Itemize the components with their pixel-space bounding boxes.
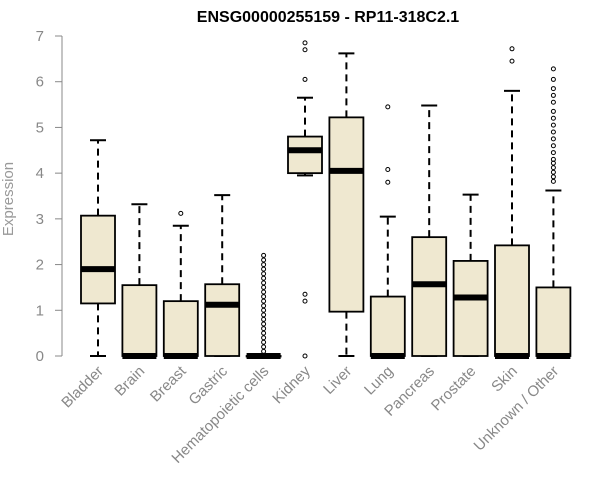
outlier-point <box>550 76 556 82</box>
outlier-point <box>261 257 267 263</box>
outlier-point <box>550 143 556 149</box>
outlier-point <box>550 115 556 121</box>
y-tick-label: 1 <box>36 302 44 319</box>
outlier-point <box>385 104 391 110</box>
y-tick-label: 3 <box>36 211 44 228</box>
outlier-point <box>550 136 556 142</box>
outlier-point <box>550 122 556 128</box>
outlier-point <box>261 252 267 258</box>
outlier-point <box>261 298 267 304</box>
box-kidney <box>287 40 323 359</box>
iqr-box <box>452 260 489 357</box>
box-hematopoietic-cells <box>245 252 282 359</box>
box-prostate <box>452 193 489 357</box>
outlier-point <box>550 99 556 105</box>
box-skin <box>494 46 530 359</box>
iqr-box <box>121 284 158 357</box>
iqr-box <box>287 135 323 175</box>
y-axis-title: Expression <box>0 162 17 236</box>
iqr-box <box>369 295 406 357</box>
outlier-point <box>302 40 308 46</box>
outlier-point <box>550 66 556 72</box>
x-tick-label: Bladder <box>58 363 107 412</box>
outlier-point <box>550 150 556 156</box>
outlier-point <box>302 47 308 53</box>
outlier-point <box>261 321 267 327</box>
iqr-box <box>204 283 241 357</box>
iqr-box <box>535 286 572 357</box>
outlier-point <box>261 348 267 354</box>
outlier-point <box>550 108 556 114</box>
outlier-point <box>550 129 556 135</box>
y-tick-label: 5 <box>36 119 44 136</box>
outlier-point <box>302 298 308 304</box>
iqr-box <box>494 244 530 357</box>
iqr-box <box>162 300 199 357</box>
box-pancreas <box>411 104 448 357</box>
y-tick-label: 4 <box>36 165 44 182</box>
y-tick-label: 0 <box>36 348 44 365</box>
outlier-point <box>509 46 515 52</box>
y-tick-label: 7 <box>36 28 44 45</box>
box-brain <box>121 203 158 359</box>
y-tick-label: 2 <box>36 257 44 274</box>
outlier-point <box>302 76 308 82</box>
outlier-point <box>261 316 267 322</box>
x-tick-label: Skin <box>488 363 521 396</box>
outlier-point <box>550 178 556 184</box>
iqr-box <box>328 116 365 313</box>
outlier-point <box>302 291 308 297</box>
outlier-point <box>261 280 267 286</box>
x-tick-label: Lung <box>361 363 397 399</box>
outlier-point <box>550 165 556 171</box>
outlier-point <box>550 174 556 180</box>
outlier-point <box>178 210 184 216</box>
outlier-point <box>261 326 267 332</box>
box-lung <box>369 104 406 359</box>
box-gastric <box>204 194 241 357</box>
iqr-box <box>80 214 116 305</box>
box-breast <box>162 210 199 359</box>
outlier-point <box>261 339 267 345</box>
outlier-point <box>261 303 267 309</box>
x-tick-label: Breast <box>147 362 190 405</box>
outlier-point <box>261 307 267 313</box>
outlier-point <box>550 86 556 92</box>
outlier-point <box>550 156 556 162</box>
box-liver <box>328 52 365 357</box>
x-tick-label: Prostate <box>428 363 480 415</box>
outlier-point <box>261 335 267 341</box>
outlier-point <box>261 262 267 268</box>
outlier-point <box>261 330 267 336</box>
outlier-point <box>302 353 308 359</box>
outlier-point <box>261 266 267 272</box>
outlier-point <box>385 179 391 185</box>
chart-title: ENSG00000255159 - RP11-318C2.1 <box>197 9 460 26</box>
y-axis: 0 1 2 3 4 5 6 7 <box>36 28 63 365</box>
outlier-point <box>550 169 556 175</box>
outlier-point <box>261 275 267 281</box>
y-tick-label: 6 <box>36 74 44 91</box>
outlier-point <box>261 312 267 318</box>
outlier-point <box>261 284 267 290</box>
iqr-box <box>411 236 448 357</box>
outlier-point <box>509 58 515 64</box>
box-bladder <box>80 139 116 357</box>
x-tick-label: Kidney <box>269 362 314 407</box>
outlier-point <box>261 271 267 277</box>
outlier-point <box>385 166 391 172</box>
box-unknown-other <box>535 66 572 359</box>
x-tick-label: Brain <box>111 363 148 400</box>
outlier-point <box>261 344 267 350</box>
x-tick-label: Liver <box>320 363 355 398</box>
outlier-point <box>261 294 267 300</box>
outlier-point <box>261 289 267 295</box>
boxes-group <box>80 40 572 359</box>
outlier-point <box>550 92 556 98</box>
